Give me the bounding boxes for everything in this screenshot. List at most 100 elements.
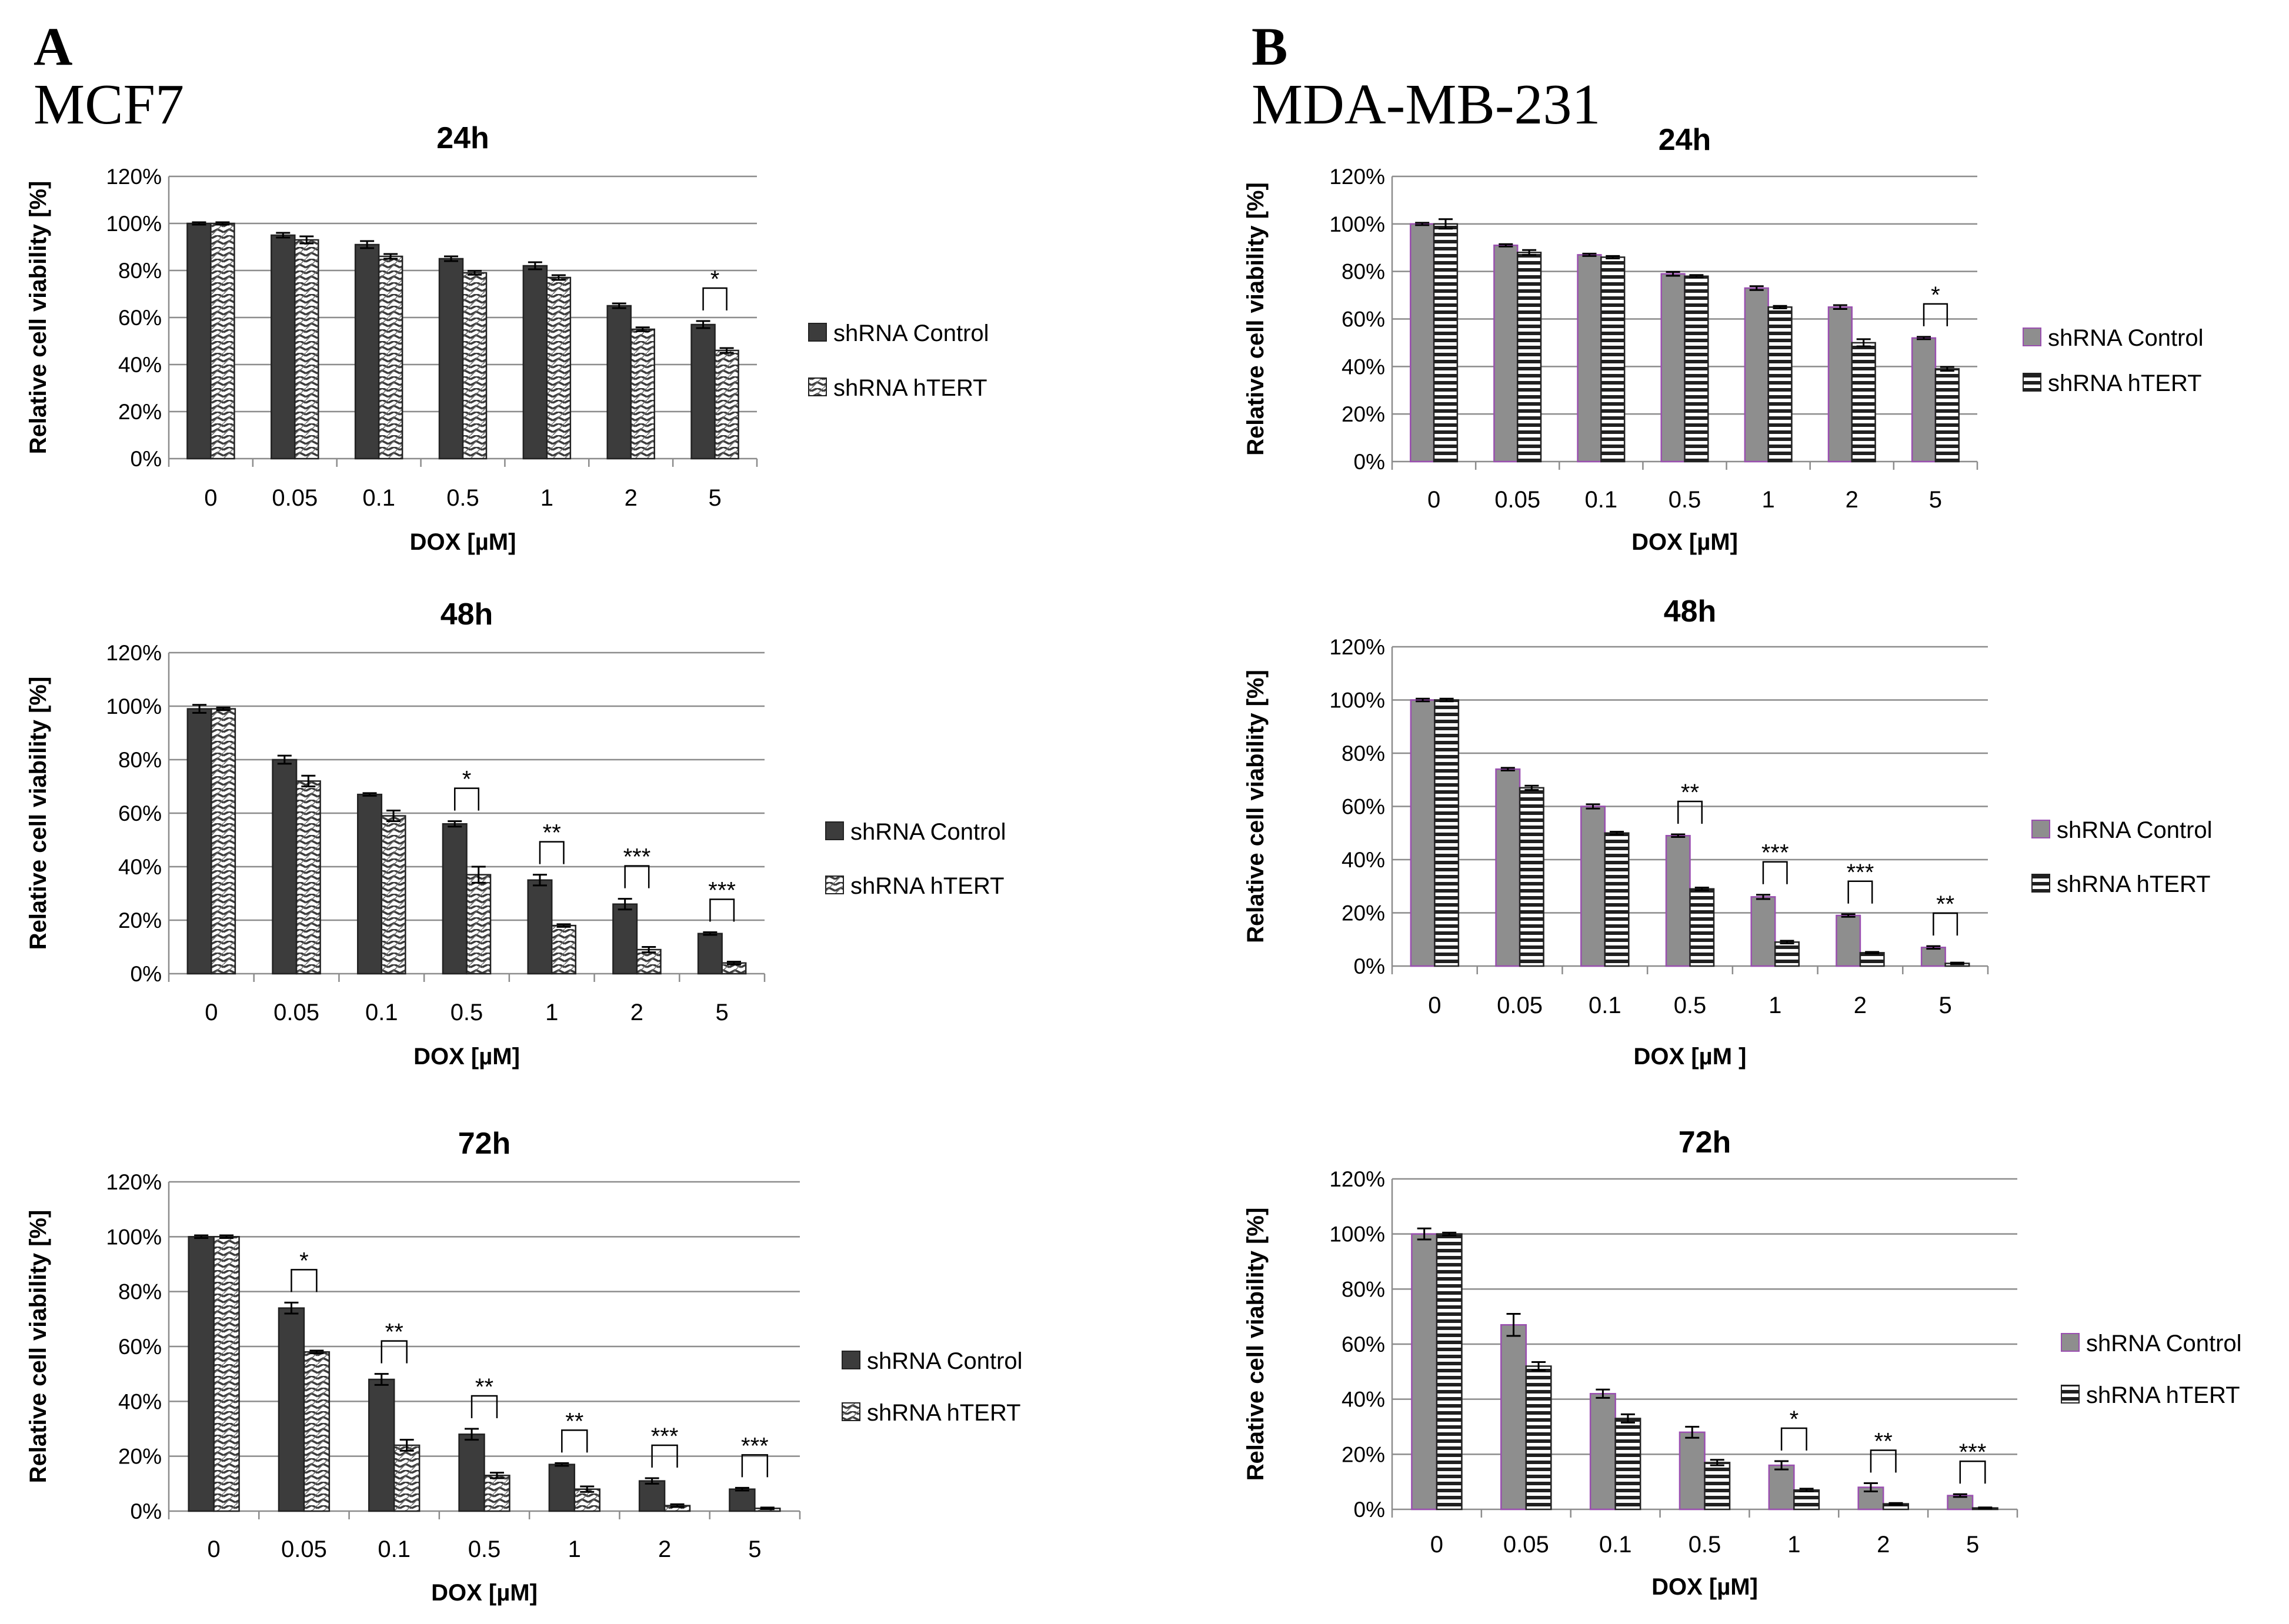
bar-htert-0.05	[1525, 1365, 1552, 1511]
charts-container: 0%20%40%60%80%100%120%0 0.05 0.1 0.5 1 2 5*24h…	[25, 121, 2242, 1606]
x-tick-label: 0.5	[451, 1000, 483, 1025]
x-tick-label: 0.1	[1589, 993, 1621, 1018]
y-tick-label: 120%	[106, 641, 162, 665]
bar-control-5	[690, 323, 716, 460]
x-tick-label: 2	[1854, 993, 1867, 1018]
bar-htert-0.5	[462, 272, 488, 460]
y-tick-label: 60%	[1342, 1332, 1385, 1356]
bar-control-1	[522, 265, 548, 460]
bar-control-1	[527, 879, 553, 975]
legend-label: shRNA hTERT	[2086, 1382, 2240, 1408]
bar-control-1	[1768, 1464, 1795, 1511]
significance-bracket	[561, 1429, 588, 1453]
error-bar	[215, 221, 230, 226]
panel-b-letter: B	[1252, 16, 1287, 76]
y-tick-label: 100%	[106, 1225, 162, 1249]
error-bar	[299, 235, 314, 245]
error-bar	[374, 1373, 389, 1386]
bar-htert-1	[1793, 1489, 1820, 1511]
error-bar	[726, 961, 741, 965]
bar-control-1	[1750, 896, 1776, 967]
bar-control-0.5	[438, 258, 464, 460]
significance-bracket	[471, 1395, 498, 1418]
bar-control-0.5	[1679, 1431, 1706, 1511]
x-tick-label: 0.1	[365, 1000, 398, 1025]
significance-label: ***	[741, 1433, 769, 1459]
x-tick-label: 2	[630, 1000, 643, 1025]
bar-htert-0.05	[294, 239, 319, 460]
legend-label: shRNA Control	[867, 1348, 1023, 1374]
error-bar	[1917, 336, 1931, 340]
error-bar	[551, 274, 566, 281]
x-tick-label: 2	[1877, 1532, 1890, 1558]
error-bar	[301, 774, 316, 787]
x-axis-label: DOX [µM ]	[1634, 1044, 1747, 1070]
x-tick-label: 0.1	[1599, 1532, 1632, 1558]
error-bar	[1438, 218, 1453, 230]
bar-htert-0.1	[1614, 1418, 1641, 1511]
bar-htert-0.1	[393, 1444, 421, 1512]
bar-control-0.05	[271, 234, 296, 460]
bar-control-0.5	[458, 1433, 485, 1512]
error-bar	[760, 1506, 775, 1511]
bar-control-0.05	[1500, 1324, 1527, 1511]
significance-bracket	[1677, 800, 1703, 824]
x-tick-label: 0	[1430, 1532, 1443, 1558]
x-tick-label: 1	[1762, 487, 1775, 513]
error-bar	[1417, 1227, 1432, 1241]
y-tick-label: 120%	[1329, 635, 1385, 659]
significance-label: *	[299, 1248, 309, 1274]
y-tick-label: 120%	[106, 1170, 162, 1194]
legend-item-htert: shRNA hTERT	[842, 1400, 1021, 1426]
error-bar	[1940, 366, 1954, 372]
bar-htert-0.5	[483, 1475, 510, 1512]
y-tick-label: 120%	[1329, 165, 1385, 189]
error-bar	[216, 706, 231, 711]
y-tick-label: 60%	[118, 1335, 162, 1359]
bar-htert-0	[1434, 699, 1460, 967]
x-tick-label: 0	[204, 485, 217, 511]
y-tick-label: 0%	[1354, 450, 1385, 474]
bar-control-0.1	[368, 1378, 395, 1512]
bar-htert-2	[1859, 952, 1885, 967]
bar-htert-2	[630, 328, 655, 460]
error-bar	[1506, 1312, 1521, 1337]
y-tick-label: 80%	[1342, 741, 1385, 766]
bar-htert-1	[1774, 941, 1800, 967]
bar-control-0.05	[1495, 768, 1521, 967]
error-bar	[696, 320, 710, 329]
significance-bracket	[624, 865, 650, 888]
y-tick-label: 40%	[118, 855, 162, 879]
significance-bracket	[1870, 1449, 1897, 1473]
y-tick-label: 0%	[131, 962, 162, 986]
x-tick-label: 5	[1939, 993, 1952, 1018]
error-bar	[1531, 1361, 1546, 1371]
bar-htert-5	[714, 349, 739, 460]
error-bar	[465, 1428, 479, 1441]
significance-label: *	[1931, 282, 1940, 308]
significance-bracket	[1933, 912, 1958, 936]
significance-label: ***	[1847, 860, 1874, 885]
error-bar	[362, 792, 377, 797]
chart-b-24h: 0% 20% 40% 60% 80% 100% 120% 0 0.05 0.1 0.5 1 2 5 * 24h…	[1243, 123, 2204, 555]
bar-control-0.1	[1589, 1393, 1616, 1511]
x-tick-label: 1	[1787, 1532, 1800, 1558]
y-tick-label: 80%	[118, 259, 162, 283]
legend-label: shRNA Control	[2057, 817, 2213, 843]
significance-label: **	[385, 1319, 403, 1345]
legend-item-control: shRNA Control	[808, 320, 989, 346]
significance-bracket	[1847, 880, 1873, 904]
chart-a-24h: 0% 20% 40% 60% 80% 100% 120% 0 0.05 0.1 0.5 1 2 5 * 24h…	[25, 121, 989, 555]
bar-control-1	[548, 1463, 576, 1512]
legend-item-control: shRNA Control	[825, 819, 1006, 845]
chart-b-72h: 0%20%40%60%80%100%120%0 0.05 0.1 0.5 1 2 5*** *…	[1243, 1125, 2242, 1600]
chart-title: 24h	[436, 121, 489, 155]
error-bar	[1666, 270, 1680, 277]
error-bar	[1685, 1426, 1700, 1439]
significance-bracket	[1780, 1427, 1807, 1451]
error-bar	[399, 1439, 414, 1452]
bar-control-1	[1744, 287, 1769, 463]
significance-bracket	[453, 787, 480, 811]
y-tick-label: 40%	[1342, 1388, 1385, 1412]
legend-swatch	[2023, 373, 2041, 392]
